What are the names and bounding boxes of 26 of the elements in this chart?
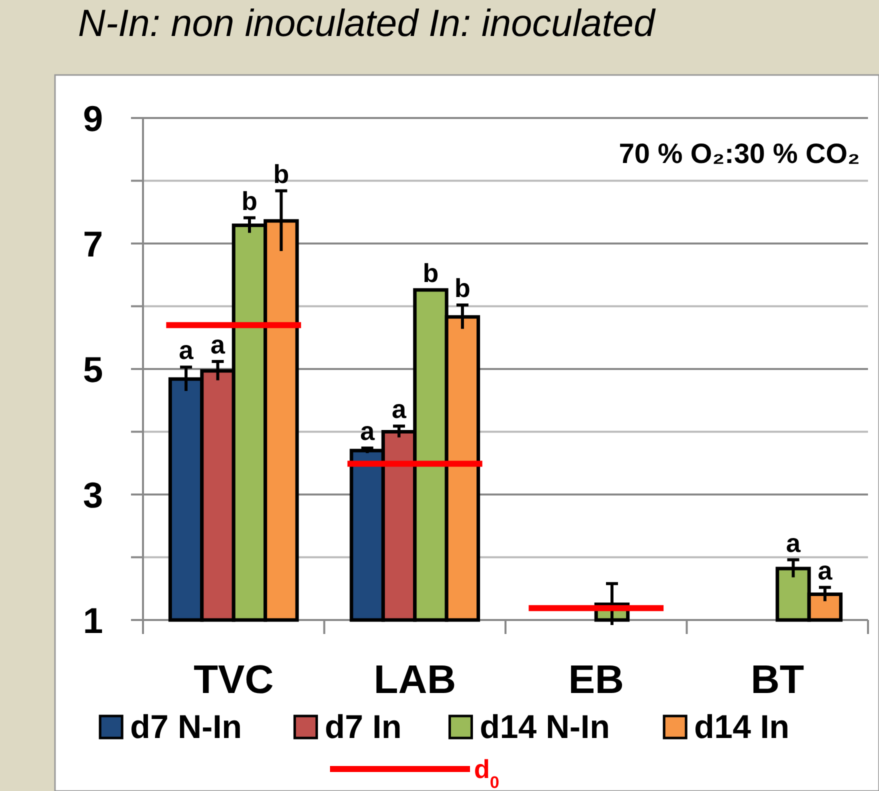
chart-title: N-In: non inoculated In: inoculated — [78, 3, 657, 45]
ref-line-label: d$_{0}$ — [474, 754, 500, 791]
legend-label: d7 In — [324, 708, 402, 745]
y-tick-label: 7 — [82, 223, 104, 264]
x-tick-label: LAB — [374, 658, 456, 702]
y-tick-label: 3 — [82, 474, 104, 516]
x-tick-label: EB — [568, 658, 624, 702]
data-label: a — [786, 528, 801, 558]
data-label: a — [210, 329, 226, 360]
data-label: a — [360, 416, 376, 446]
y-tick-label: 1 — [82, 600, 104, 641]
legend-label: d14 In — [694, 708, 790, 745]
data-label: b — [422, 258, 439, 288]
y-tick-label: 9 — [82, 98, 104, 139]
x-tick-label: TVC — [194, 658, 274, 702]
data-label: b — [242, 186, 258, 216]
x-tick-label: BT — [750, 658, 804, 702]
y-tick-label: 5 — [82, 348, 104, 390]
data-label: b — [273, 158, 290, 189]
legend-label: d7 N-In — [130, 708, 242, 745]
data-label: a — [178, 335, 194, 366]
data-label: a — [818, 555, 833, 586]
data-label: b — [454, 272, 470, 303]
legend-label: d14 N-In — [480, 708, 610, 745]
annotation: 70 % O₂:30 % CO₂ — [618, 138, 860, 169]
data-label: a — [392, 394, 407, 424]
